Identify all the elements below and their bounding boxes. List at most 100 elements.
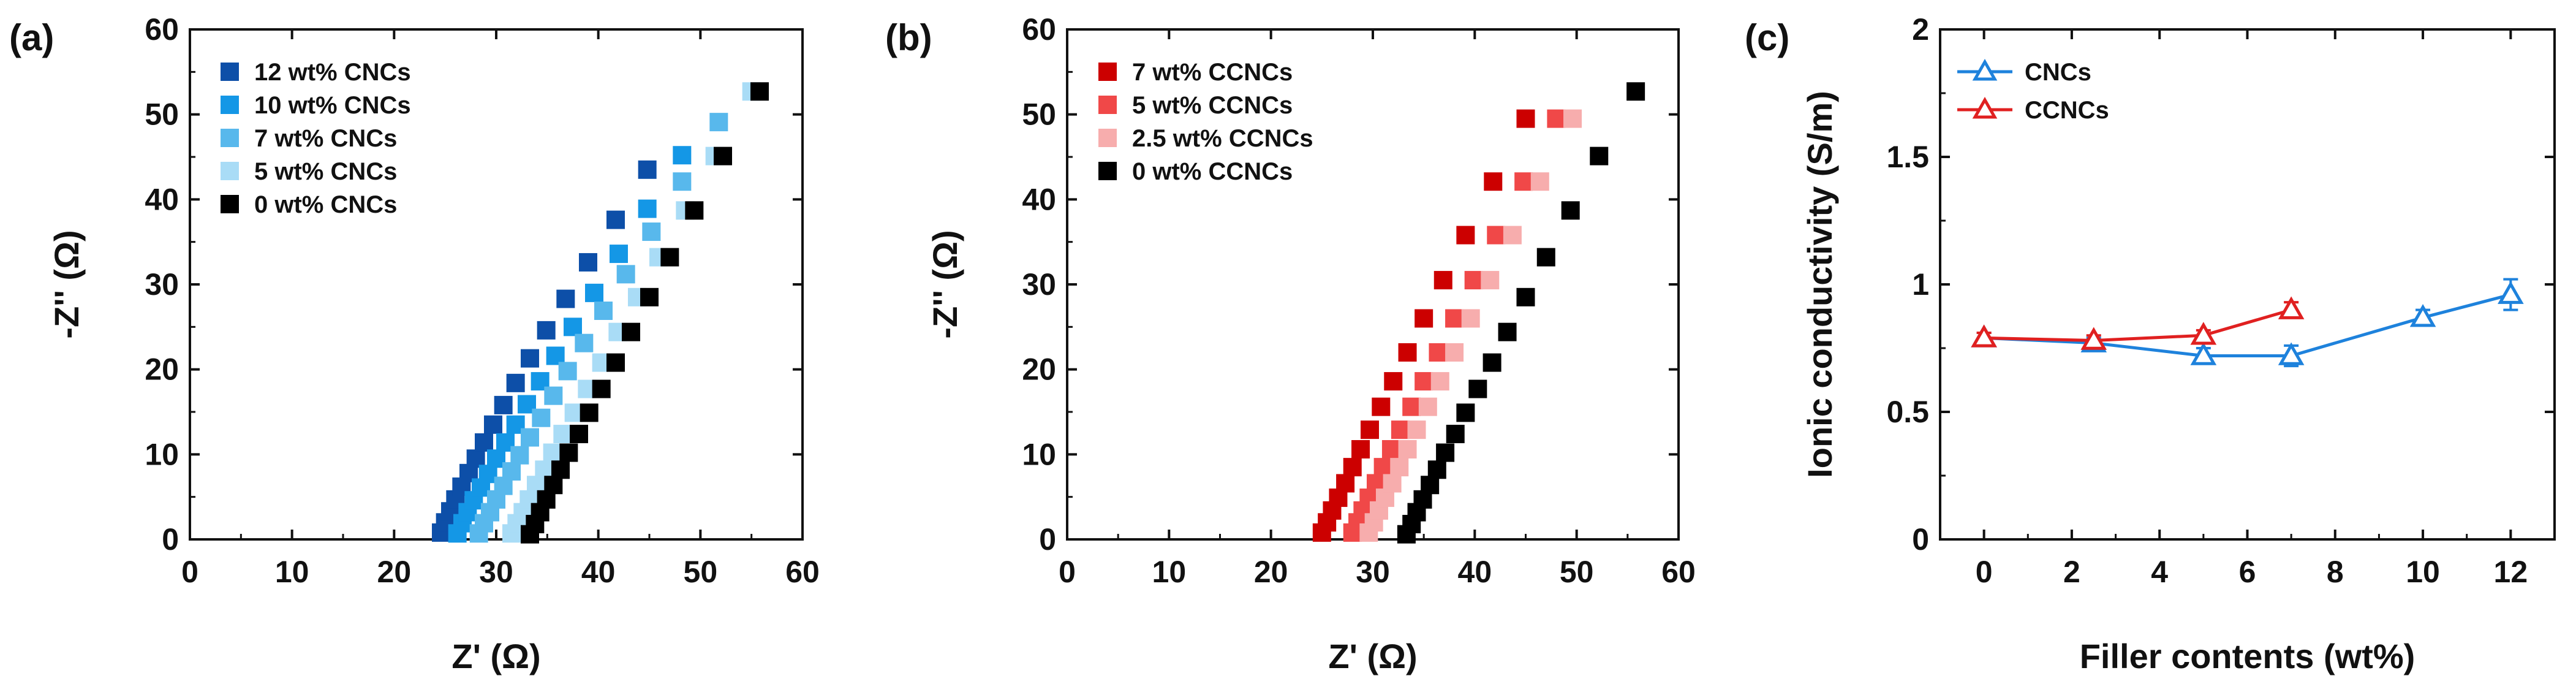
panel-label: (b) — [885, 17, 932, 58]
x-tick-label: 20 — [1254, 555, 1288, 589]
x-tick-label: 10 — [1152, 555, 1187, 589]
data-point — [553, 425, 572, 444]
data-point — [1484, 172, 1503, 191]
data-point — [558, 362, 577, 381]
data-point — [1433, 271, 1452, 290]
data-point — [1530, 172, 1549, 191]
data-point — [2080, 327, 2107, 350]
y-tick-label: 1 — [1912, 267, 1929, 302]
panel-c: (c) 0 2 4 6 8 10 12 0 0.5 1 1.5 2 Filler contents (wt… — [1745, 12, 2556, 675]
data-point — [1481, 271, 1500, 290]
y-tick-label: 1.5 — [1886, 140, 1929, 174]
legend-label: 12 wt% CNCs — [254, 59, 411, 86]
data-point — [1415, 372, 1433, 391]
data-point — [580, 403, 599, 422]
y-tick-label: 0 — [1912, 522, 1929, 557]
data-point — [1390, 458, 1409, 477]
data-point — [521, 349, 539, 368]
data-point — [1626, 82, 1645, 101]
data-point — [594, 301, 613, 320]
data-point — [1536, 248, 1555, 267]
data-point — [1351, 440, 1370, 459]
data-point — [544, 386, 563, 405]
x-axis-title: Z' (Ω) — [451, 637, 540, 675]
data-point — [709, 113, 728, 132]
data-point — [484, 415, 502, 434]
panel-label: (a) — [9, 17, 54, 58]
y-axis-title: -Z'' (Ω) — [47, 230, 86, 338]
x-tick-label: 10 — [275, 555, 309, 589]
y-tick-label: 30 — [145, 267, 179, 302]
legend-marker — [221, 195, 239, 213]
data-point — [610, 245, 628, 264]
x-tick-label: 60 — [1661, 555, 1696, 589]
data-point — [510, 446, 529, 465]
data-point — [1373, 458, 1392, 477]
data-point — [1430, 372, 1449, 391]
x-tick-label: 2 — [2063, 555, 2080, 589]
y-tick-label: 10 — [1022, 437, 1056, 471]
data-point — [564, 317, 582, 336]
x-tick-label: 20 — [377, 555, 412, 589]
series-line — [1984, 308, 2292, 343]
data-point — [1487, 226, 1506, 245]
data-point — [521, 428, 539, 447]
data-point — [750, 82, 769, 101]
legend-marker — [1098, 162, 1117, 180]
y-tick-label: 0.5 — [1886, 395, 1929, 429]
x-tick-label: 8 — [2327, 555, 2344, 589]
y-tick-label: 30 — [1022, 267, 1056, 302]
data-point — [1336, 474, 1355, 493]
data-point — [1445, 343, 1464, 362]
data-point — [1381, 440, 1400, 459]
data-point — [1383, 474, 1402, 493]
data-point — [685, 201, 704, 220]
x-tick-label: 50 — [1560, 555, 1594, 589]
data-point — [585, 283, 603, 302]
data-point — [1516, 287, 1535, 306]
data-point — [502, 462, 521, 481]
data-point — [2278, 342, 2305, 365]
data-point — [638, 199, 657, 218]
x-tick-label: 40 — [581, 555, 616, 589]
x-axis-title: Z' (Ω) — [1328, 637, 1417, 675]
data-point — [2190, 322, 2217, 345]
y-tick-label: 60 — [1022, 12, 1056, 47]
data-point — [1514, 172, 1533, 191]
x-tick-label: 0 — [1059, 555, 1076, 589]
data-point — [2409, 304, 2436, 327]
data-point — [1445, 309, 1464, 328]
legend-label: 5 wt% CCNCs — [1132, 92, 1293, 119]
data-point — [1516, 109, 1535, 128]
series-1 — [448, 146, 692, 543]
data-point — [570, 425, 588, 444]
legend-marker — [221, 63, 239, 81]
data-point — [1427, 460, 1446, 479]
y-tick-label: 10 — [145, 437, 179, 471]
data-point — [1361, 420, 1380, 439]
data-point — [532, 408, 551, 427]
data-point — [1418, 397, 1437, 416]
legend-label: 7 wt% CNCs — [254, 125, 397, 152]
data-point — [559, 443, 578, 462]
data-point — [1503, 226, 1522, 245]
y-tick-label: 60 — [145, 12, 179, 47]
legend-label: 5 wt% CNCs — [254, 158, 397, 185]
data-point — [1590, 146, 1609, 165]
legend-marker — [221, 96, 239, 114]
data-point — [1468, 379, 1487, 398]
legend-marker — [1098, 63, 1117, 81]
legend-label: 0 wt% CCNCs — [1132, 158, 1293, 185]
data-point — [556, 289, 575, 308]
series-3 — [1397, 82, 1645, 544]
data-point — [2278, 296, 2305, 319]
data-point — [2498, 281, 2524, 304]
data-point — [2190, 342, 2217, 365]
data-point — [1402, 397, 1421, 416]
y-tick-label: 0 — [1039, 522, 1056, 557]
data-point — [543, 443, 562, 462]
data-point — [606, 353, 625, 372]
data-point — [1343, 458, 1362, 477]
legend-label: 10 wt% CNCs — [254, 92, 411, 119]
